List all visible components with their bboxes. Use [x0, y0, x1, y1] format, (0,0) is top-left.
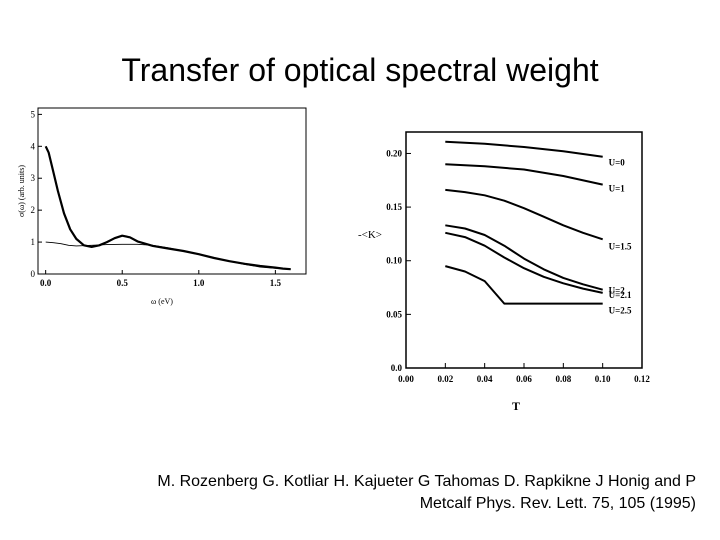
x-tick-label: 0.02 [437, 374, 453, 384]
y-tick-label: 3 [31, 173, 36, 183]
series-line [445, 224, 603, 291]
series-label: U=2 [609, 286, 626, 296]
y-tick-label: 0.15 [386, 202, 402, 212]
kinetic-energy-chart: 0.0 0.05 0.10 0.15 0.20 0.00 0.02 0.04 0.06 0.08 0… [358, 131, 650, 413]
x-tick-label: 0.12 [634, 374, 650, 384]
series-label: U=1.5 [609, 241, 632, 251]
y-tick-label: 1 [31, 237, 36, 247]
optical-conductivity-chart: 0 1 2 3 4 5 0.0 0.5 1.0 1.5 ω (eV) σ(ω) (arb. units… [17, 107, 307, 306]
y-axis-label: σ(ω) (arb. units) [17, 165, 26, 217]
x-tick-label: 0.00 [398, 374, 414, 384]
x-tick-label: 0.5 [117, 278, 129, 288]
x-tick-label: 0.10 [595, 374, 611, 384]
y-tick-label: 4 [31, 141, 36, 151]
x-tick-label: 1.0 [193, 278, 205, 288]
series-label: U=1 [609, 184, 626, 194]
series-line [445, 231, 603, 294]
series-line-thin [45, 241, 291, 270]
y-axis-label: -<K> [358, 229, 382, 241]
plot-frame [37, 107, 307, 275]
x-tick-label: 0.08 [555, 374, 571, 384]
y-tick-label: 5 [31, 109, 36, 119]
series-label: U=0 [609, 158, 626, 168]
y-tick-label: 2 [31, 205, 36, 215]
y-tick-label: 0.05 [386, 309, 402, 319]
series-line [445, 163, 603, 186]
x-tick-label: 1.5 [270, 278, 282, 288]
y-tick-label: 0 [31, 269, 36, 279]
plot-frame [405, 131, 643, 369]
x-tick-label: 0.06 [516, 374, 532, 384]
series-line-thick [44, 145, 291, 271]
citation-line-1: M. Rozenberg G. Kotliar H. Kajueter G Ta… [157, 473, 696, 490]
x-tick-label: 0.0 [40, 278, 52, 288]
citation-line-2: Metcalf Phys. Rev. Lett. 75, 105 (1995) [419, 495, 696, 512]
series-line [445, 188, 604, 241]
y-tick-label: 0.20 [386, 148, 402, 158]
y-tick-label: 0.0 [391, 363, 403, 373]
series-label: U=2.5 [609, 306, 632, 316]
series-line [445, 265, 603, 305]
x-tick-label: 0.04 [477, 374, 493, 384]
x-axis-label: ω (eV) [151, 297, 173, 306]
y-tick-label: 0.10 [386, 256, 402, 266]
series-label: U=2.1 [609, 290, 632, 300]
x-axis-label: T [512, 399, 520, 413]
series-line [445, 140, 603, 158]
slide-title: Transfer of optical spectral weight [121, 52, 599, 88]
